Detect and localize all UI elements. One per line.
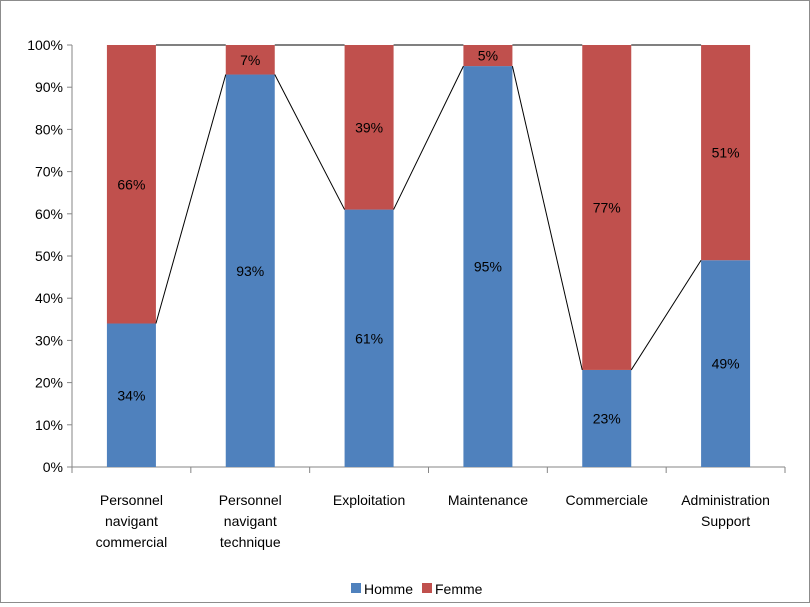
x-tick-label: Personnel bbox=[219, 492, 282, 508]
x-tick-label: navigant bbox=[224, 513, 277, 529]
series-line bbox=[393, 65, 464, 210]
y-tick-label: 0% bbox=[43, 459, 63, 475]
data-label-femme: 5% bbox=[478, 48, 498, 64]
series-line bbox=[274, 74, 346, 210]
x-tick-label: Administration bbox=[681, 492, 770, 508]
y-tick-label: 20% bbox=[35, 375, 63, 391]
y-tick-label: 80% bbox=[35, 121, 63, 137]
data-label-homme: 23% bbox=[593, 410, 621, 426]
data-label-femme: 51% bbox=[712, 145, 740, 161]
data-label-homme: 49% bbox=[712, 356, 740, 372]
y-tick-label: 100% bbox=[27, 37, 63, 53]
bar-femme-3 bbox=[463, 45, 513, 67]
series-line bbox=[155, 74, 227, 324]
y-tick-label: 90% bbox=[35, 79, 63, 95]
data-label-femme: 77% bbox=[593, 199, 621, 215]
legend-label-femme: Femme bbox=[435, 581, 483, 597]
x-tick-label: Personnel bbox=[100, 492, 163, 508]
bar-homme-5 bbox=[701, 260, 751, 467]
legend-swatch-homme bbox=[351, 583, 361, 593]
y-tick-label: 30% bbox=[35, 332, 63, 348]
data-label-femme: 66% bbox=[117, 176, 145, 192]
data-label-homme: 95% bbox=[474, 259, 502, 275]
x-tick-label: Maintenance bbox=[448, 492, 528, 508]
x-tick-label: Support bbox=[701, 513, 750, 529]
bar-femme-2 bbox=[344, 45, 394, 210]
bar-femme-1 bbox=[225, 45, 275, 75]
y-tick-label: 60% bbox=[35, 206, 63, 222]
y-tick-label: 70% bbox=[35, 164, 63, 180]
x-tick-label: commercial bbox=[96, 534, 168, 550]
y-tick-label: 50% bbox=[35, 248, 63, 264]
x-tick-label: navigant bbox=[105, 513, 158, 529]
data-label-homme: 34% bbox=[117, 387, 145, 403]
series-line bbox=[511, 65, 583, 371]
x-tick-label: technique bbox=[220, 534, 281, 550]
data-label-homme: 93% bbox=[236, 263, 264, 279]
bar-homme-4 bbox=[582, 369, 632, 467]
bar-homme-2 bbox=[344, 209, 394, 467]
data-label-femme: 7% bbox=[240, 52, 260, 68]
bar-femme-4 bbox=[582, 45, 632, 370]
data-label-homme: 61% bbox=[355, 330, 383, 346]
bar-homme-3 bbox=[463, 66, 513, 467]
bar-femme-5 bbox=[701, 45, 751, 261]
y-tick-label: 10% bbox=[35, 417, 63, 433]
bar-femme-0 bbox=[106, 45, 156, 324]
bar-homme-1 bbox=[225, 74, 275, 467]
legend-swatch-femme bbox=[422, 583, 432, 593]
data-label-femme: 39% bbox=[355, 119, 383, 135]
x-tick-label: Exploitation bbox=[333, 492, 405, 508]
legend-label-homme: Homme bbox=[364, 581, 413, 597]
series-line bbox=[630, 259, 702, 371]
x-tick-label: Commerciale bbox=[566, 492, 649, 508]
y-tick-label: 40% bbox=[35, 290, 63, 306]
bar-homme-0 bbox=[106, 323, 156, 467]
